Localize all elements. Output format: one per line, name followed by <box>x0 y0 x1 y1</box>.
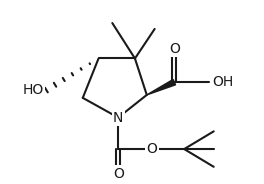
Text: HO: HO <box>22 83 43 97</box>
Text: O: O <box>113 167 124 181</box>
Text: OH: OH <box>213 75 234 89</box>
Polygon shape <box>147 79 176 95</box>
Text: O: O <box>169 42 180 56</box>
Text: O: O <box>146 142 157 156</box>
Text: N: N <box>113 111 123 125</box>
